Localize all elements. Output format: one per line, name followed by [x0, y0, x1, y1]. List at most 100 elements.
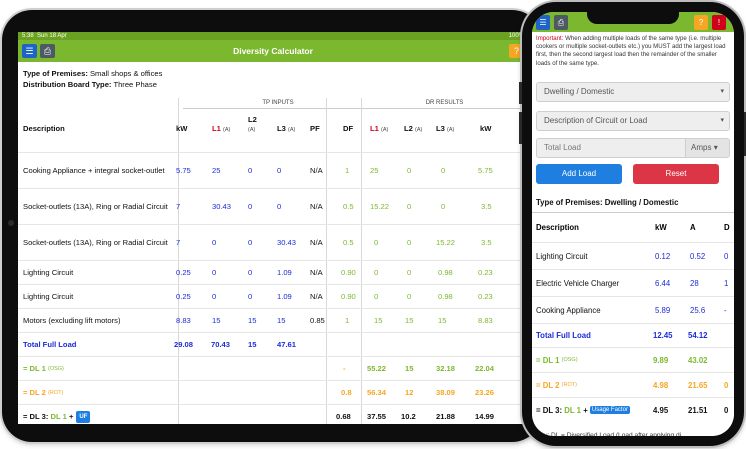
row-dr-l2: 0 [407, 202, 412, 211]
row-dr-l1: 15.22 [370, 202, 390, 211]
print-icon[interactable]: ⎙ [40, 44, 55, 58]
row-dr-l3: 0 [441, 166, 446, 175]
dl3-l3: 21.88 [436, 412, 456, 421]
row-df: 0.90 [341, 268, 356, 277]
warning-icon[interactable]: ! [712, 15, 726, 30]
dl1-row: = DL 1 (OSG) 9.89 43.02 [532, 347, 734, 372]
total-l3: 47.61 [277, 340, 297, 349]
power-button [744, 112, 746, 156]
premises-select[interactable]: Dwelling / Domestic ▾ [536, 82, 730, 102]
total-label: Total Full Load [23, 339, 77, 349]
phone-notch [587, 12, 679, 24]
row-dr-l2: 0 [407, 166, 412, 175]
row-l3: 0 [277, 202, 282, 211]
row-l2: 0 [248, 202, 253, 211]
row-l1: 0 [212, 238, 217, 247]
col-description: Description [536, 223, 579, 232]
total-kw: 29.08 [174, 340, 194, 349]
row-dr-kw: 5.75 [478, 166, 493, 175]
col-d: D [724, 223, 730, 232]
print-icon[interactable]: ⎙ [554, 15, 568, 30]
row-dr-kw: 0.23 [478, 268, 493, 277]
dl1-label: = DL 1 (OSG) [23, 363, 64, 373]
col-a: A [690, 223, 696, 232]
row-l3: 1.09 [277, 268, 292, 277]
row-dr-l2: 15 [405, 316, 414, 325]
add-load-button[interactable]: Add Load [536, 164, 622, 184]
menu-icon[interactable]: ☰ [22, 44, 37, 58]
row-df: 0.5 [343, 202, 354, 211]
dl1-a: 43.02 [688, 355, 708, 365]
row-dr-l3: 0 [441, 202, 446, 211]
dl2-row: = DL 2 (ROT) 0.8 56.34 12 38.09 23.26 [18, 380, 528, 404]
dl2-a: 21.65 [688, 380, 708, 390]
col-kw: kW [176, 124, 188, 133]
row-a: 0.52 [690, 251, 706, 261]
row-d: 1 [724, 278, 729, 288]
dl2-label: = DL 2 (ROT) [536, 380, 577, 390]
row-l2: 15 [248, 316, 257, 325]
row-l2: 0 [248, 268, 253, 277]
total-a: 54.12 [688, 331, 708, 340]
usage-factor-badge[interactable]: Usage Factor [589, 406, 630, 414]
dl3-row: = DL 3: DL 1 + Usage Factor 4.95 21.51 0 [532, 397, 734, 422]
table-row[interactable]: Lighting Circuit 0.12 0.52 0 [532, 242, 734, 269]
col-dr-kw: kW [480, 124, 492, 133]
table-row[interactable]: Lighting Circuit 0.25 0 0 1.09 N/A 0.90 … [18, 284, 528, 308]
dl2-d: 0 [724, 380, 729, 390]
row-description: Motors (excluding lift motors) [23, 315, 121, 325]
volume-button [519, 82, 522, 104]
premises-heading: Type of Premises: Dwelling / Domestic [536, 198, 679, 207]
help-icon[interactable]: ? [694, 15, 708, 30]
row-pf: N/A [310, 202, 323, 211]
row-df: 1 [345, 316, 350, 325]
row-dr-l2: 0 [407, 238, 412, 247]
row-l3: 0 [277, 166, 282, 175]
divider [361, 98, 362, 424]
table-row[interactable]: Socket-outlets (13A), Ring or Radial Cir… [18, 224, 528, 260]
col-description: Description [23, 124, 65, 133]
dl2-l3: 38.09 [436, 388, 456, 397]
table-row[interactable]: Cooking Appliance + integral socket-outl… [18, 152, 528, 188]
row-dr-l3: 0.98 [438, 292, 453, 301]
dl3-d: 0 [724, 405, 729, 415]
row-l3: 30.43 [277, 238, 297, 247]
phone-body: Important: When adding multiple loads of… [532, 32, 734, 436]
dl3-label: = DL 3: DL 1 + Usage Factor [536, 405, 630, 415]
dl1-l3: 32.18 [436, 364, 456, 373]
table-row[interactable]: Lighting Circuit 0.25 0 0 1.09 N/A 0.90 … [18, 260, 528, 284]
table-row[interactable]: Socket-outlets (13A), Ring or Radial Cir… [18, 188, 528, 224]
row-dr-l1: 25 [370, 166, 379, 175]
total-load-input[interactable]: Total Load [536, 138, 686, 158]
row-kw: 0.12 [655, 251, 671, 261]
table-row[interactable]: Motors (excluding lift motors) 8.83 15 1… [18, 308, 528, 332]
tablet-screen: 5:38 Sun 18 Apr 100% ☰ ⎙ Diversity Calcu… [18, 32, 528, 424]
dl1-l2: 15 [405, 364, 414, 373]
table-row[interactable]: Cooking Appliance 5.89 25.6 - [532, 296, 734, 323]
circuit-select[interactable]: Description of Circuit or Load ▾ [536, 111, 730, 131]
table-row[interactable]: Electric Vehicle Charger 6.44 28 1 [532, 269, 734, 296]
help-icon[interactable]: ? [509, 44, 524, 58]
total-row: Total Full Load 29.08 70.43 15 47.61 [18, 332, 528, 356]
row-dr-l2: 0 [407, 292, 412, 301]
volume-button [519, 112, 522, 144]
status-date: Sun 18 Apr [37, 33, 67, 39]
dl3-l1: 37.55 [367, 412, 387, 421]
menu-icon[interactable]: ☰ [536, 15, 550, 30]
chevron-down-icon: ▾ [720, 88, 724, 95]
row-description: Lighting Circuit [23, 291, 74, 301]
total-row: Total Full Load 12.45 54.12 [532, 323, 734, 347]
uf-badge[interactable]: UF [76, 410, 91, 423]
dl1-kw: 22.04 [475, 364, 495, 373]
total-kw: 12.45 [653, 331, 673, 340]
key-text: Key: DL = Diversified Load (Load after a… [536, 432, 682, 436]
divider [326, 98, 327, 424]
row-dr-l1: 15 [374, 316, 383, 325]
reset-button[interactable]: Reset [633, 164, 719, 184]
dl2-kw: 4.98 [653, 380, 669, 390]
row-dr-l3: 0.98 [438, 268, 453, 277]
amps-select[interactable]: Amps ▾ [685, 138, 730, 158]
phone-table-header: Description kW A D [532, 212, 734, 242]
row-dr-kw: 0.23 [478, 292, 493, 301]
premises-info: Type of Premises: Small shops & offices … [23, 68, 162, 90]
